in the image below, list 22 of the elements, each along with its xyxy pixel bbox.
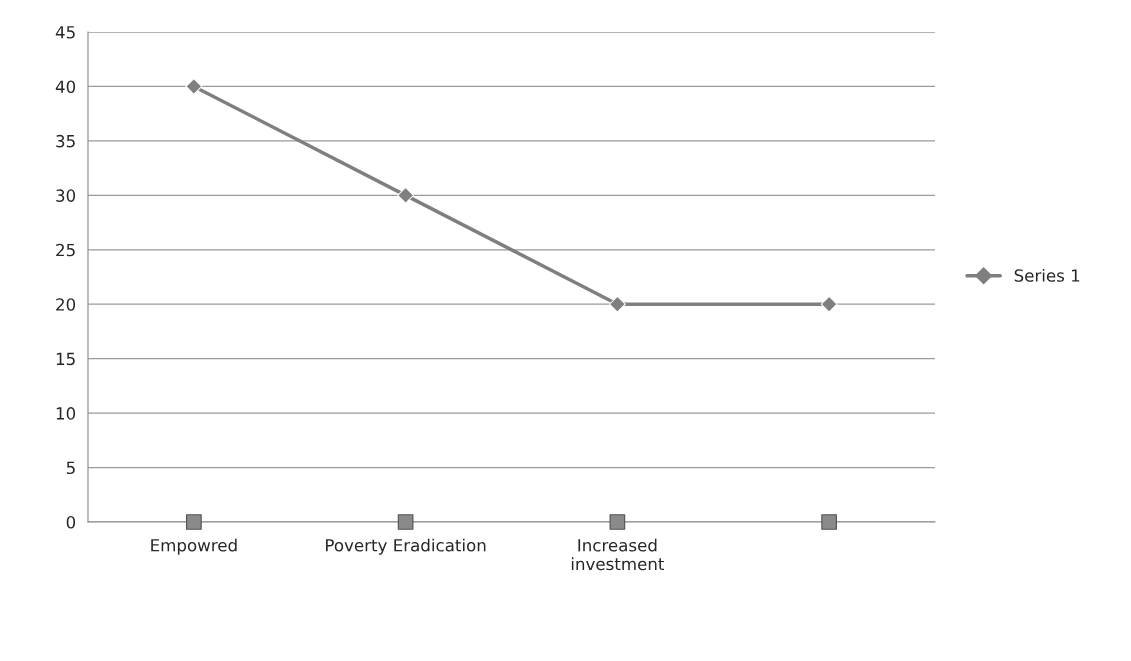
- y-tick-label: 15: [56, 352, 75, 366]
- point: [821, 514, 837, 530]
- point: [820, 295, 838, 313]
- point: [397, 186, 414, 204]
- y-tick-label: 20: [56, 298, 76, 311]
- x-tick-label: Increased investment: [571, 538, 665, 571]
- legend-label: Series 1: [1014, 268, 1080, 282]
- y-tick-label: 45: [55, 26, 75, 39]
- point: [397, 514, 414, 530]
- y-tick-label: 5: [66, 461, 75, 475]
- y-tick-label: 25: [56, 243, 75, 257]
- point: [609, 514, 626, 530]
- y-tick-label: 35: [56, 134, 75, 148]
- x-tick-label: Poverty Eradication: [326, 538, 486, 555]
- y-tick-label: 30: [56, 189, 76, 202]
- y-tick-label: 40: [55, 80, 76, 94]
- point: [609, 295, 626, 313]
- y-tick-label: 10: [56, 407, 76, 420]
- point: [186, 514, 202, 530]
- point: [185, 78, 203, 95]
- x-tick-label: Empowred: [151, 538, 237, 555]
- y-tick-label: 0: [66, 515, 76, 529]
